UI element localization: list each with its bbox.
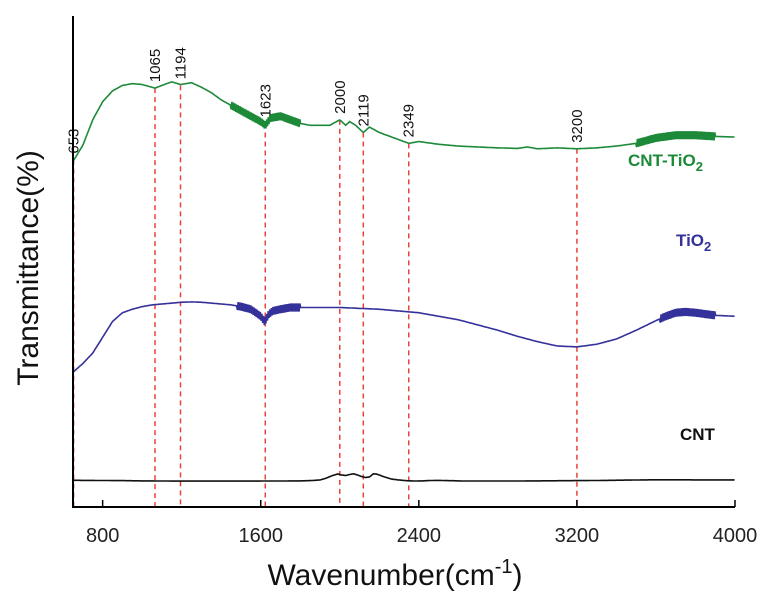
series-layer xyxy=(72,80,735,482)
peak-label-2119: 2119 xyxy=(355,94,372,126)
x-axis-title: Wavenumber(cm-1) xyxy=(267,556,522,592)
axes-layer xyxy=(72,16,735,508)
x-axis-title-sup: -1 xyxy=(495,556,513,578)
y-axis-title: Transmittance(%) xyxy=(12,150,45,386)
series-label-tio2: TiO2 xyxy=(676,231,711,254)
peak-label-3200: 3200 xyxy=(569,109,586,142)
peak-label-2000: 2000 xyxy=(332,80,349,113)
peak-label-2349: 2349 xyxy=(401,104,418,137)
series-line-tio2 xyxy=(72,301,735,373)
series-label-cnt-tio2: CNT-TiO2 xyxy=(628,151,703,174)
series-line-cnt xyxy=(73,472,735,482)
peak-label-1194: 1194 xyxy=(173,47,190,79)
x-tick-label-1600: 1600 xyxy=(238,525,283,547)
peak-label-1065: 1065 xyxy=(147,49,164,82)
x-tick-label-3200: 3200 xyxy=(555,525,600,547)
x-tick-layer: 800 1600 2400 3200 4000 xyxy=(86,500,757,547)
x-axis-title-tail: ) xyxy=(513,559,523,592)
x-tick-label-4000: 4000 xyxy=(713,525,758,547)
peak-label-1623: 1623 xyxy=(257,84,274,117)
peak-label-653: 653 xyxy=(66,129,83,154)
series-line-cnt-tio2 xyxy=(72,80,735,162)
series-label-cnt: CNT xyxy=(680,425,716,444)
series-label-layer: CNT-TiO2 TiO2 CNT xyxy=(628,151,716,444)
peak-marker-layer: 653 1065 1194 1623 2000 2119 2349 3200 xyxy=(66,47,586,507)
x-tick-label-800: 800 xyxy=(86,525,119,547)
x-tick-label-2400: 2400 xyxy=(397,525,442,547)
x-axis-title-main: Wavenumber(cm xyxy=(267,559,494,592)
